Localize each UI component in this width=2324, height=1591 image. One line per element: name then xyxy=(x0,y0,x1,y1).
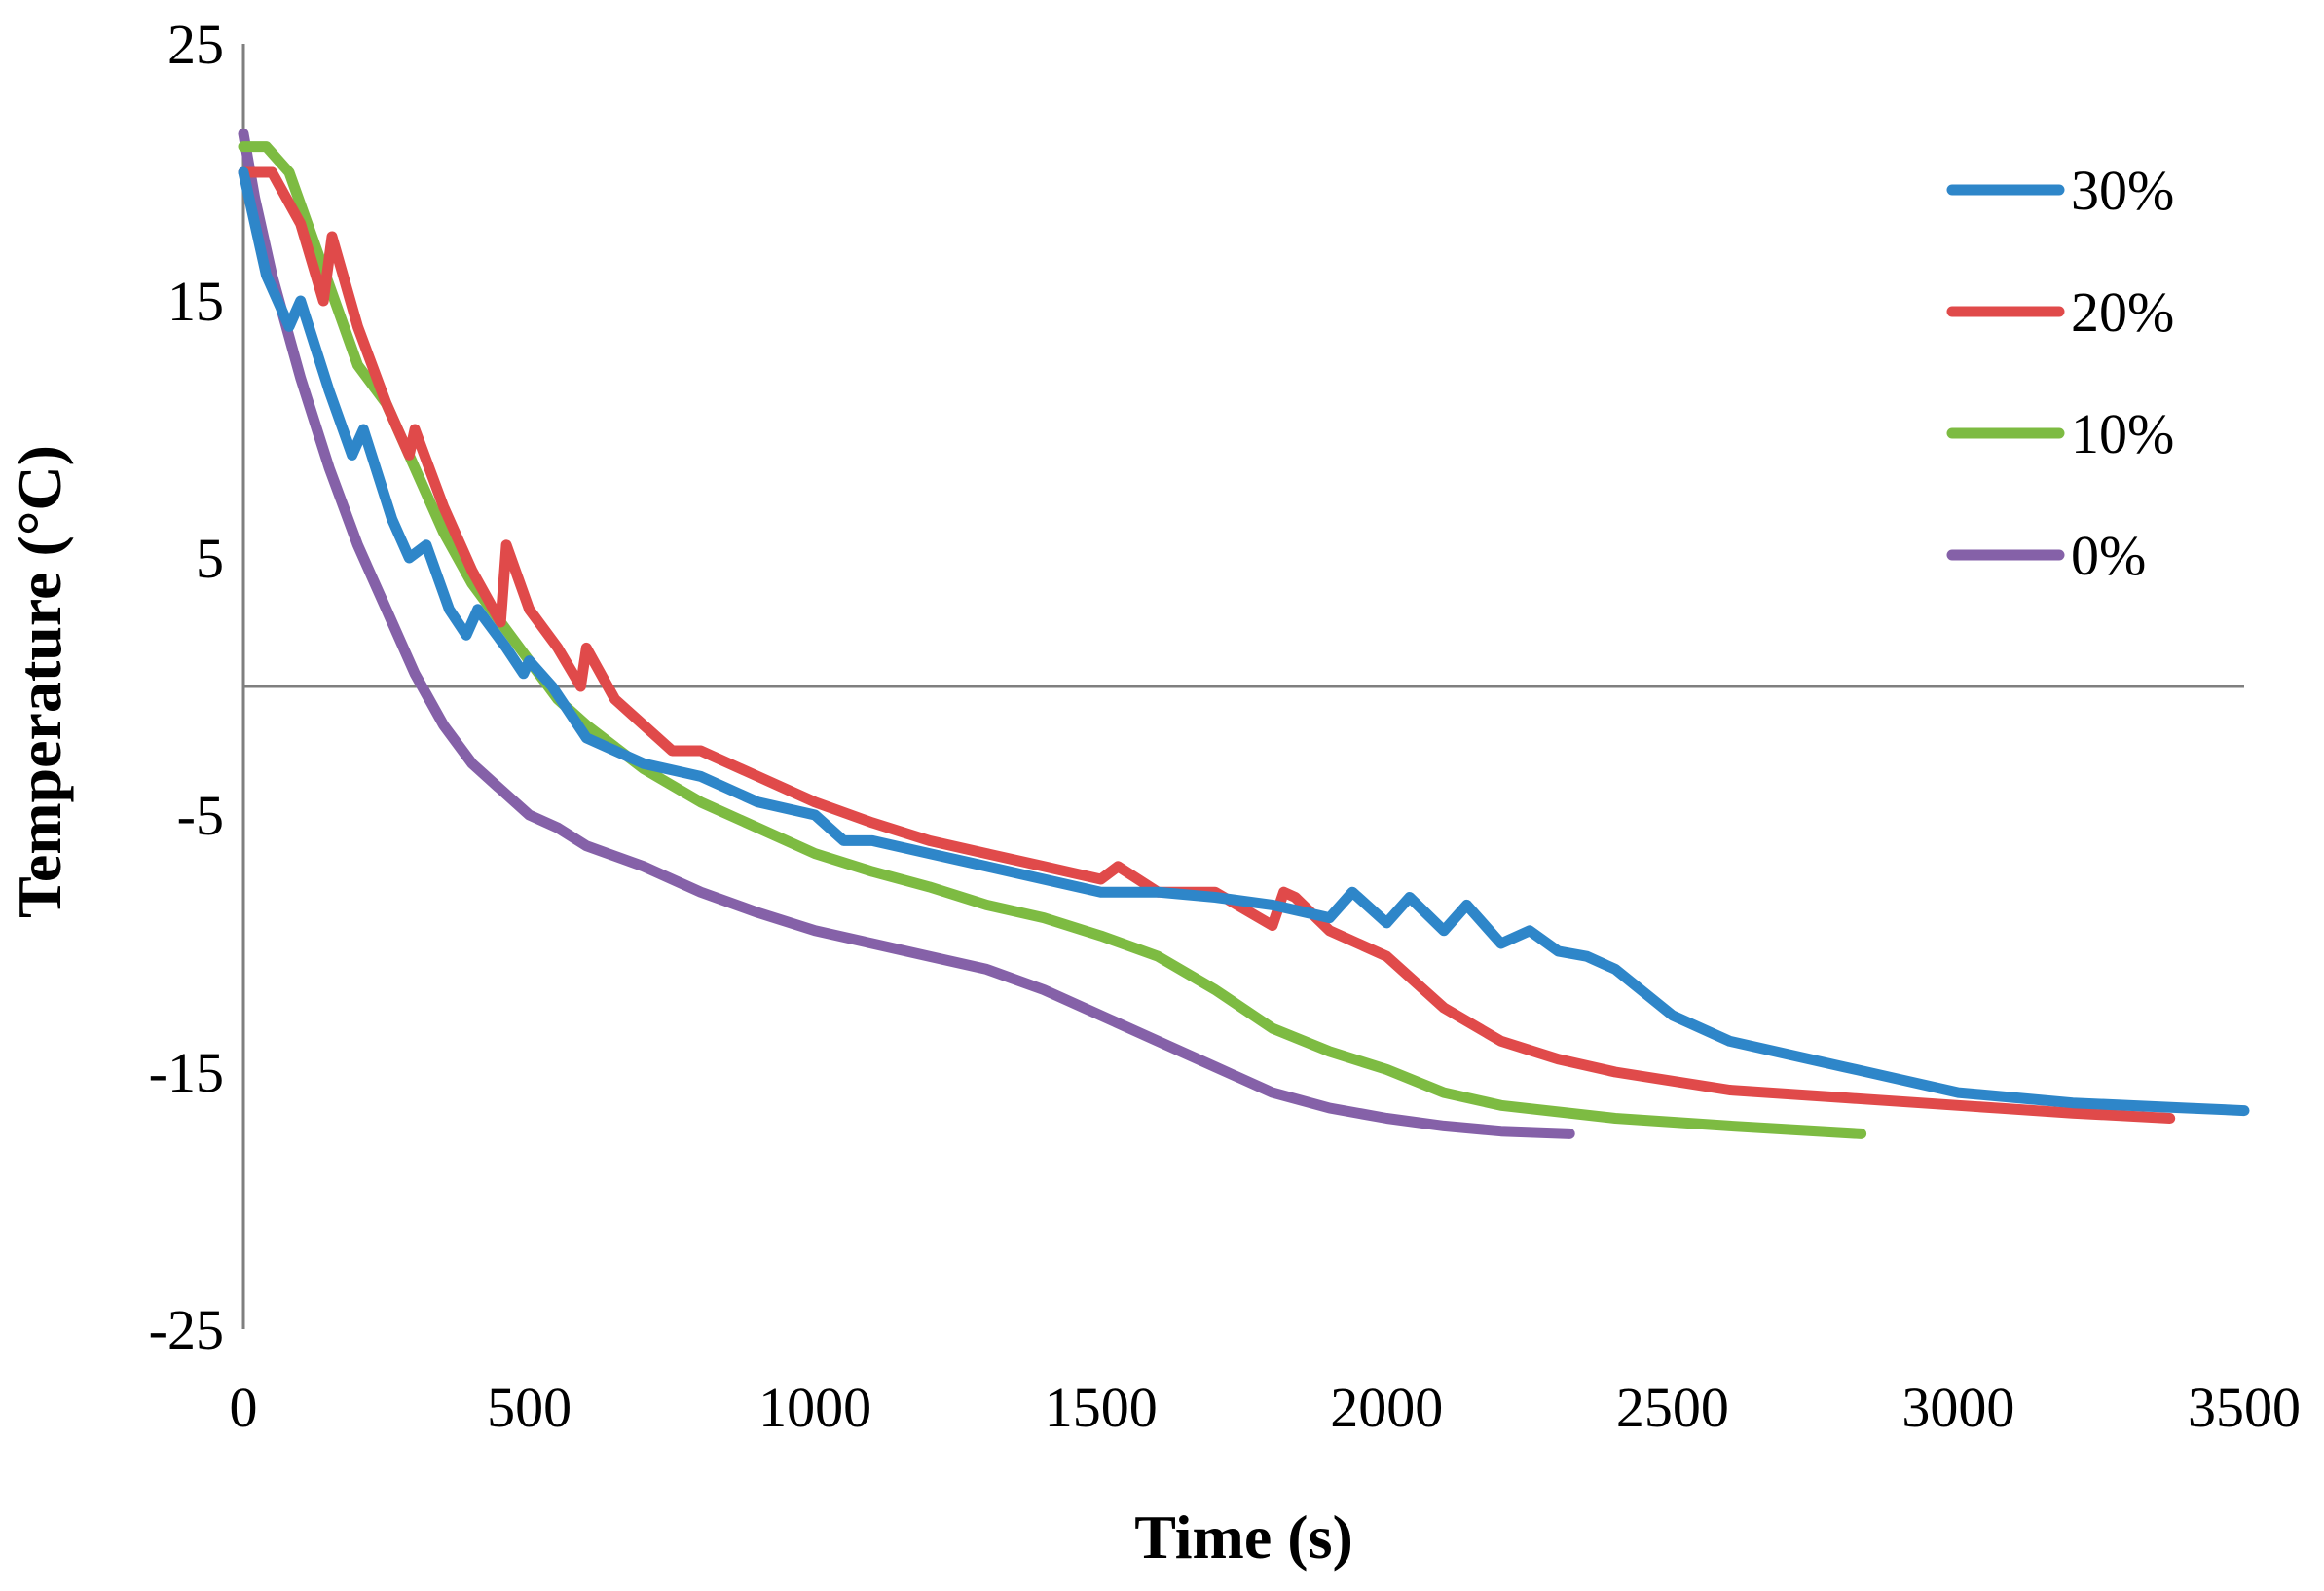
legend-label: 10% xyxy=(2071,402,2174,465)
y-tick-label: -25 xyxy=(149,1298,224,1361)
y-tick-label: -15 xyxy=(149,1041,224,1104)
y-axis-title: Temperature (°C) xyxy=(5,445,74,918)
y-tick-label: -5 xyxy=(177,784,224,847)
x-tick-label: 1000 xyxy=(758,1376,871,1439)
series-line-30pct xyxy=(238,166,2250,1117)
x-tick-label: 500 xyxy=(487,1376,572,1439)
series-line-20pct xyxy=(238,166,2176,1124)
legend-label: 20% xyxy=(2071,280,2174,344)
legend-label: 0% xyxy=(2071,524,2146,587)
series-lines xyxy=(238,128,2250,1139)
series-line-10pct xyxy=(238,141,1867,1139)
legend: 30% 20% 10% 0% xyxy=(1946,159,2174,587)
series-line-0pct xyxy=(238,128,1575,1139)
y-tick-label: 5 xyxy=(196,527,224,590)
y-tick-label: 25 xyxy=(167,13,224,76)
x-tick-label: 2000 xyxy=(1330,1376,1443,1439)
x-tick-label: 0 xyxy=(230,1376,258,1439)
x-axis-title: Time (s) xyxy=(1134,1502,1353,1572)
y-tick-label: 15 xyxy=(167,270,224,333)
x-tick-label: 2500 xyxy=(1616,1376,1729,1439)
legend-label: 30% xyxy=(2071,159,2174,222)
x-tick-label: 3500 xyxy=(2188,1376,2301,1439)
x-tick-label: 3000 xyxy=(1901,1376,2014,1439)
tick-labels: 0 500 1000 1500 2000 2500 3000 3500 25 15 5 -5 -15 -2… xyxy=(149,13,2301,1439)
x-tick-label: 1500 xyxy=(1045,1376,1158,1439)
